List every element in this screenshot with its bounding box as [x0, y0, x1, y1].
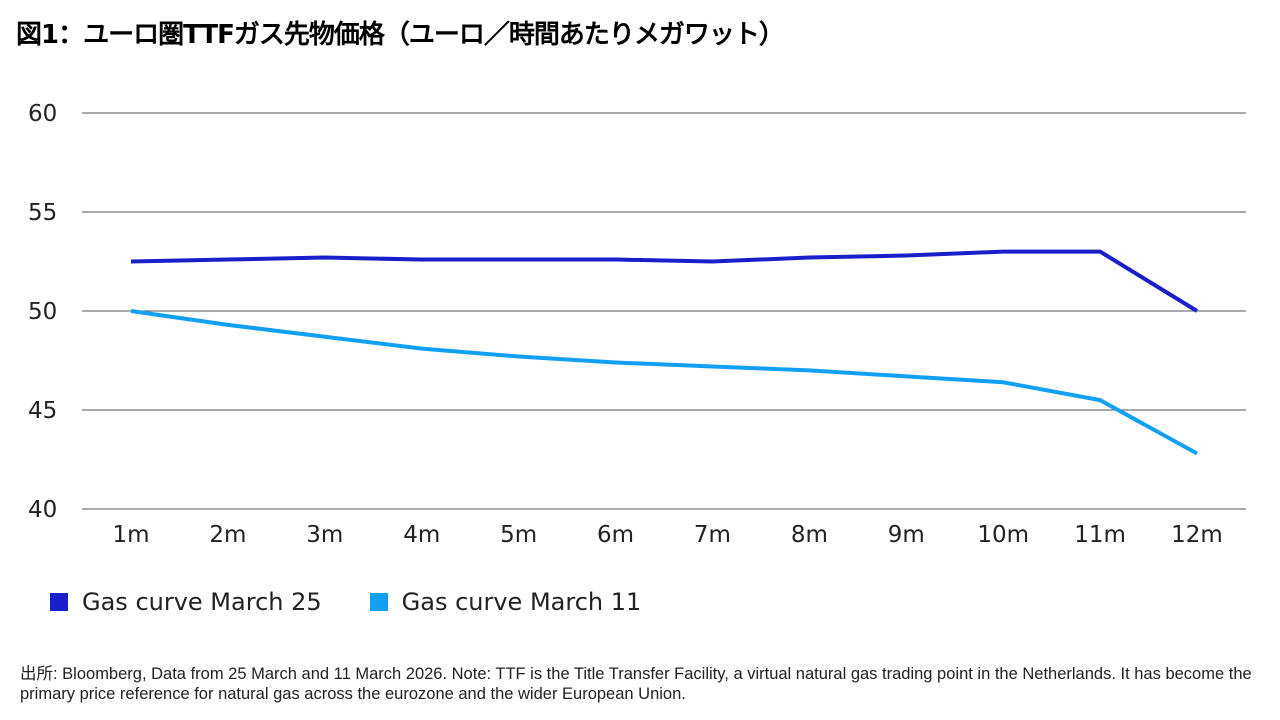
legend: Gas curve March 25 Gas curve March 11	[50, 588, 641, 616]
x-tick-label: 10m	[977, 522, 1029, 548]
y-tick-label: 60	[28, 101, 57, 127]
legend-item-march-25: Gas curve March 25	[50, 588, 322, 616]
y-tick-label: 40	[28, 497, 57, 523]
source-note: 出所: Bloomberg, Data from 25 March and 11…	[20, 665, 1252, 703]
x-tick-label: 4m	[403, 522, 440, 548]
legend-swatch	[50, 593, 68, 611]
x-tick-label: 11m	[1074, 522, 1126, 548]
legend-label: Gas curve March 25	[82, 588, 322, 616]
legend-label: Gas curve March 11	[401, 588, 642, 616]
chart-title: 図1：ユーロ圏TTFガス先物価格（ユーロ／時間あたりメガワット）	[16, 20, 785, 50]
y-tick-label: 55	[28, 200, 57, 226]
x-tick-label: 1m	[112, 522, 149, 548]
x-tick-label: 9m	[888, 522, 925, 548]
line-chart: 60 55 50 45 40 1m 2m 3m 4m 5m 6m 7m 8m 9m 10m 11m 12m	[28, 101, 1246, 548]
legend-item-march-11: Gas curve March 11	[369, 588, 642, 616]
y-tick-label: 45	[28, 398, 57, 424]
legend-swatch	[369, 593, 388, 611]
x-tick-label: 6m	[597, 522, 634, 548]
x-tick-label: 5m	[500, 522, 537, 548]
series-line-1	[130, 309, 1198, 456]
x-tick-label: 3m	[306, 522, 343, 548]
x-tick-label: 2m	[209, 522, 246, 548]
y-tick-label: 50	[28, 299, 57, 325]
series-line-0	[130, 249, 1199, 313]
x-tick-label: 7m	[694, 522, 731, 548]
x-tick-label: 12m	[1171, 522, 1223, 548]
x-tick-label: 8m	[791, 522, 828, 548]
